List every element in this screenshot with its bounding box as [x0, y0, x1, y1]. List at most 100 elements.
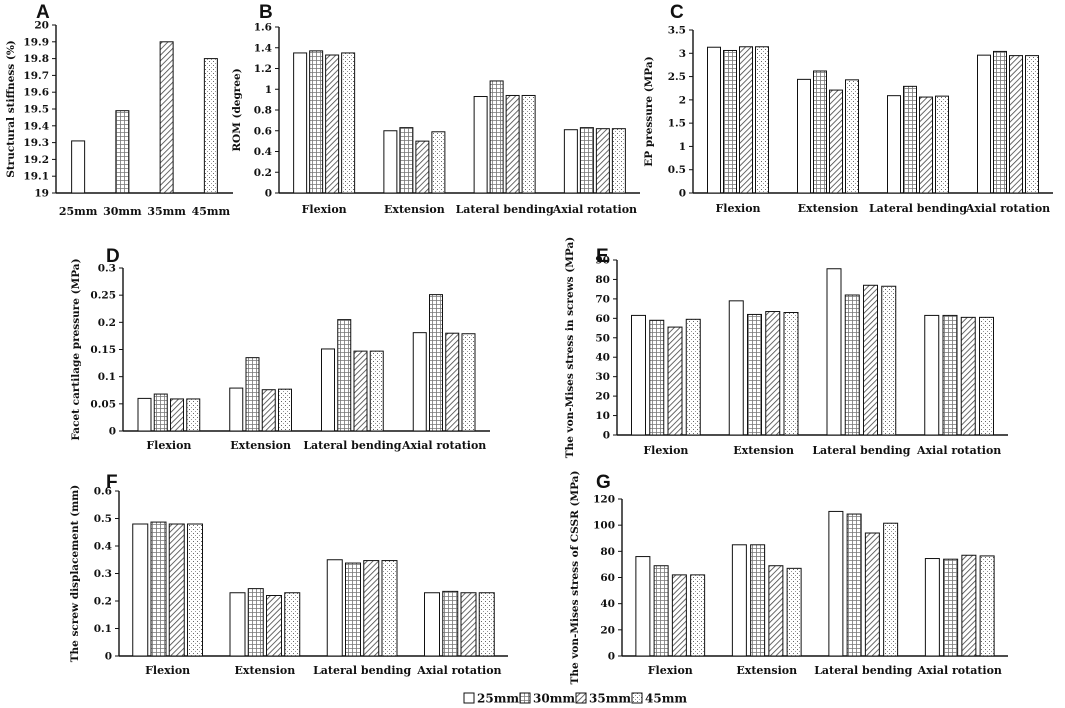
y-tick-label: 0.4	[94, 541, 112, 553]
y-axis-label: ROM (degree)	[231, 68, 243, 151]
bar-35mm	[667, 326, 683, 436]
bar-45mm	[187, 523, 203, 657]
y-tick-label: 0.05	[90, 398, 116, 410]
y-tick-label: 20	[34, 20, 49, 32]
bar-35mm	[363, 560, 380, 657]
bar-35mm	[170, 398, 184, 432]
bar-25mm	[137, 397, 152, 432]
y-tick-label: 50	[595, 332, 610, 344]
bar-45mm	[690, 574, 706, 657]
x-tick-label: Lateral bending	[812, 444, 910, 457]
bar-30mm	[345, 562, 361, 657]
bar-30mm	[153, 393, 168, 432]
x-tick-label: Flexion	[648, 664, 693, 677]
legend-swatch	[631, 692, 643, 704]
x-tick-label: Flexion	[146, 439, 191, 452]
bar-35mm	[595, 128, 610, 194]
y-tick-label: 0	[603, 430, 610, 442]
x-tick-label: Lateral bending	[869, 202, 967, 215]
bar-30mm	[846, 513, 862, 657]
bar-35mm	[261, 389, 276, 432]
bar-45mm	[478, 592, 495, 657]
x-tick-label: Lateral bending	[814, 664, 912, 677]
x-tick-label: Axial rotation	[965, 202, 1050, 215]
bar-45mm	[521, 94, 536, 194]
bar-45mm	[369, 350, 384, 432]
x-tick-label: Extension	[798, 202, 859, 215]
bar-30mm	[653, 565, 669, 657]
y-tick-label: 0.5	[668, 164, 686, 176]
bar-25mm	[924, 558, 940, 657]
y-tick-label: 2	[679, 94, 686, 106]
y-tick-label: 3	[679, 48, 686, 60]
bar-45mm	[883, 522, 899, 657]
y-axis-label: Structural stiffness (%)	[5, 40, 17, 178]
bar	[71, 140, 86, 194]
y-tick-label: 40	[595, 352, 610, 364]
x-tick-label: Axial rotation	[552, 203, 637, 216]
x-tick-label: Lateral bending	[456, 203, 554, 216]
x-tick-label: Flexion	[145, 664, 190, 677]
bar-45mm	[381, 560, 398, 657]
bar-25mm	[293, 52, 308, 194]
y-tick-label: 0.1	[98, 371, 116, 383]
bar-45mm	[979, 555, 995, 657]
bar-35mm	[353, 350, 368, 432]
bar-45mm	[881, 285, 897, 436]
y-tick-label: 0	[679, 188, 686, 200]
bar-45mm	[845, 79, 859, 194]
bar-45mm	[755, 46, 769, 194]
x-tick-label: Extension	[736, 664, 797, 677]
chart-panel-d: D 0 0.05 0.1 0.15 0.2 0.25 0.3 Facet cartilage p…	[70, 246, 490, 452]
x-tick-label: Extension	[733, 444, 794, 457]
bar-45mm	[935, 95, 949, 194]
panel-label: E	[596, 246, 609, 267]
bar-30mm	[649, 319, 665, 436]
y-tick-label: 0.6	[254, 125, 272, 137]
y-tick-label: 0.1	[94, 623, 112, 635]
bar-35mm	[829, 89, 843, 194]
y-tick-label: 19	[34, 188, 49, 200]
legend-swatch	[519, 692, 531, 704]
y-tick-label: 60	[600, 572, 615, 584]
y-tick-label: 19.8	[23, 53, 49, 65]
y-tick-label: 0.2	[98, 317, 116, 329]
y-tick-label: 0.3	[94, 568, 112, 580]
x-tick-label: Flexion	[715, 202, 760, 215]
bar-30mm	[429, 294, 443, 432]
y-tick-label: 1.6	[254, 22, 272, 34]
bar-35mm	[739, 46, 753, 194]
y-tick-label: 20	[600, 624, 615, 636]
bar-35mm	[919, 96, 933, 194]
legend-label: 45mm	[645, 692, 687, 706]
bar-45mm	[685, 318, 701, 436]
legend-label: 25mm	[477, 692, 519, 706]
bar-25mm	[424, 592, 440, 657]
x-tick-label: 30mm	[103, 205, 142, 218]
y-tick-label: 10	[595, 410, 610, 422]
y-tick-label: 0.25	[90, 290, 116, 302]
y-tick-label: 0.2	[254, 167, 272, 179]
bar-25mm	[887, 95, 901, 194]
panel-label: D	[106, 246, 120, 267]
y-tick-label: 1.2	[254, 63, 272, 75]
y-tick-label: 19.3	[23, 137, 49, 149]
y-tick-label: 120	[593, 494, 615, 506]
y-tick-label: 0.8	[254, 105, 272, 117]
y-tick-label: 1.4	[254, 42, 272, 54]
bar-25mm	[473, 96, 488, 194]
bar-30mm	[993, 50, 1007, 194]
bar-30mm	[579, 127, 594, 194]
legend-swatch	[463, 692, 475, 704]
y-tick-label: 80	[595, 274, 610, 286]
bar-35mm	[863, 284, 878, 436]
y-axis-label: The von-Mises stress of CSSR (MPa)	[569, 471, 581, 685]
y-tick-label: 19.5	[23, 104, 49, 116]
bar-30mm	[943, 558, 959, 657]
y-tick-label: 0	[105, 651, 112, 663]
bar-25mm	[828, 510, 844, 657]
y-tick-label: 0.2	[94, 596, 112, 608]
x-tick-label: Lateral bending	[313, 664, 411, 677]
y-tick-label: 1	[265, 84, 272, 96]
